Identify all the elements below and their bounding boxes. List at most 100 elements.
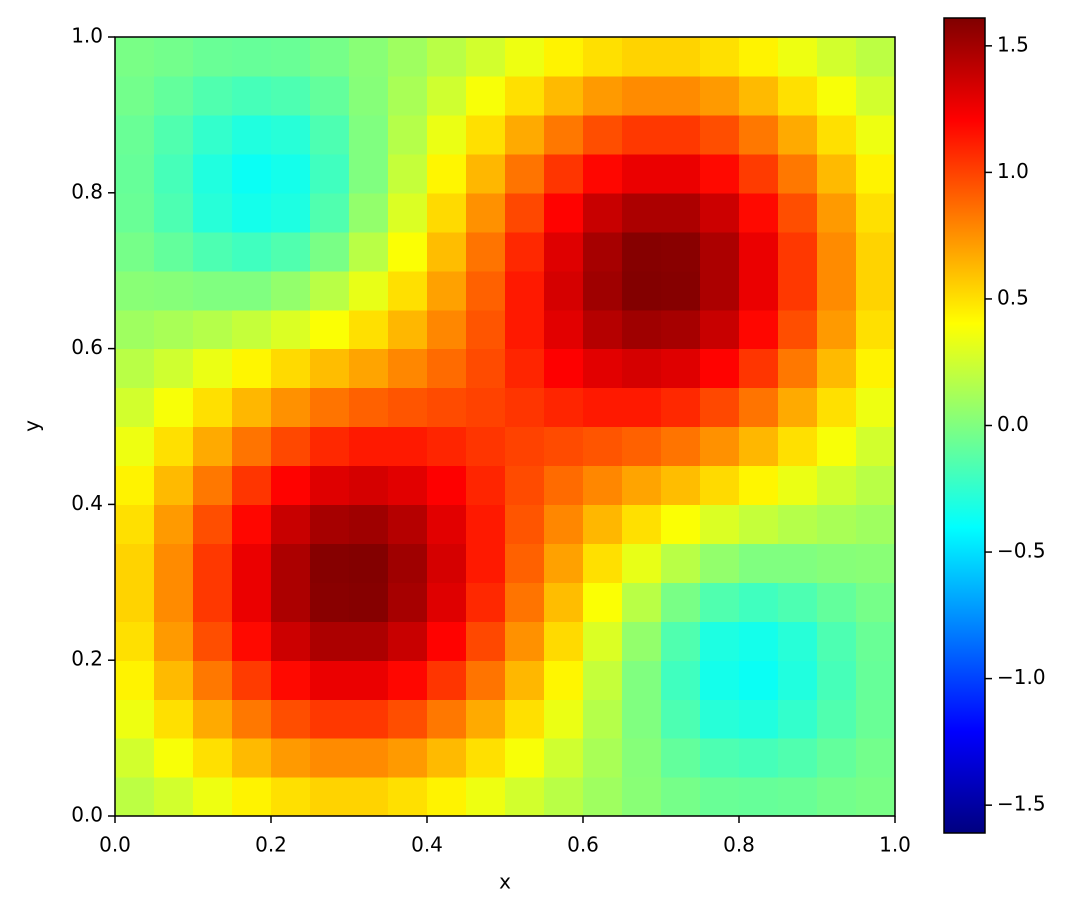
- heatmap-cell: [427, 543, 467, 583]
- heatmap-cell: [310, 153, 350, 194]
- heatmap-cell: [154, 231, 194, 272]
- heatmap-cell: [310, 75, 350, 116]
- heatmap-cell: [739, 426, 779, 467]
- heatmap-cell: [622, 387, 662, 428]
- heatmap-cell: [310, 270, 350, 311]
- heatmap-cell: [466, 543, 506, 583]
- heatmap-cell: [544, 777, 584, 817]
- heatmap-cell: [466, 465, 506, 505]
- heatmap-cell: [388, 777, 428, 817]
- heatmap-cell: [661, 192, 701, 233]
- heatmap-cell: [856, 738, 896, 778]
- heatmap-cell: [778, 777, 818, 817]
- heatmap-cell: [388, 348, 428, 389]
- heatmap-cell: [193, 777, 233, 817]
- heatmap-cell: [271, 582, 311, 622]
- heatmap-cell: [193, 192, 233, 233]
- heatmap-cell: [856, 465, 896, 505]
- heatmap-cell: [466, 777, 506, 817]
- heatmap-cell: [583, 114, 623, 155]
- heatmap-cell: [310, 37, 350, 77]
- heatmap-cell: [310, 504, 350, 544]
- heatmap-cell: [193, 270, 233, 311]
- heatmap: [115, 37, 896, 817]
- heatmap-cell: [349, 699, 389, 739]
- heatmap-cell: [193, 582, 233, 622]
- heatmap-cell: [700, 426, 740, 467]
- heatmap-cell: [778, 465, 818, 505]
- heatmap-cell: [544, 309, 584, 350]
- heatmap-cell: [271, 309, 311, 350]
- heatmap-cell: [505, 738, 545, 778]
- heatmap-cell: [661, 348, 701, 389]
- heatmap-cell: [232, 75, 272, 116]
- heatmap-cell: [739, 153, 779, 194]
- heatmap-cell: [778, 153, 818, 194]
- heatmap-cell: [193, 231, 233, 272]
- heatmap-cell: [115, 192, 155, 233]
- heatmap-cell: [115, 37, 155, 77]
- heatmap-cell: [349, 231, 389, 272]
- heatmap-cell: [310, 426, 350, 467]
- heatmap-cell: [193, 543, 233, 583]
- heatmap-cell: [583, 543, 623, 583]
- heatmap-cell: [154, 75, 194, 116]
- heatmap-cell: [583, 75, 623, 116]
- heatmap-cell: [154, 37, 194, 77]
- heatmap-cell: [349, 387, 389, 428]
- heatmap-cell: [856, 426, 896, 467]
- heatmap-cell: [817, 231, 857, 272]
- heatmap-cell: [271, 270, 311, 311]
- heatmap-cell: [661, 660, 701, 700]
- heatmap-cell: [310, 777, 350, 817]
- heatmap-cell: [700, 348, 740, 389]
- heatmap-cell: [154, 699, 194, 739]
- heatmap-cell: [466, 309, 506, 350]
- heatmap-cell: [349, 777, 389, 817]
- heatmap-cell: [388, 153, 428, 194]
- heatmap-cell: [232, 309, 272, 350]
- heatmap-cell: [583, 582, 623, 622]
- heatmap-cell: [817, 192, 857, 233]
- heatmap-cell: [349, 270, 389, 311]
- heatmap-cell: [427, 660, 467, 700]
- heatmap-cell: [232, 114, 272, 155]
- heatmap-cell: [700, 192, 740, 233]
- heatmap-cell: [115, 153, 155, 194]
- heatmap-cell: [661, 231, 701, 272]
- heatmap-cell: [739, 348, 779, 389]
- heatmap-cell: [583, 270, 623, 311]
- heatmap-cell: [193, 504, 233, 544]
- heatmap-cell: [856, 582, 896, 622]
- heatmap-cell: [661, 699, 701, 739]
- heatmap-cell: [622, 192, 662, 233]
- heatmap-cell: [739, 37, 779, 77]
- heatmap-cell: [115, 504, 155, 544]
- heatmap-cell: [115, 270, 155, 311]
- heatmap-cell: [388, 504, 428, 544]
- heatmap-cell: [739, 270, 779, 311]
- heatmap-cell: [817, 75, 857, 116]
- heatmap-cell: [232, 426, 272, 467]
- heatmap-cell: [271, 348, 311, 389]
- heatmap-cell: [193, 153, 233, 194]
- heatmap-cell: [778, 37, 818, 77]
- heatmap-cell: [583, 504, 623, 544]
- heatmap-cell: [154, 309, 194, 350]
- heatmap-cell: [739, 699, 779, 739]
- heatmap-cell: [778, 309, 818, 350]
- heatmap-cell: [817, 37, 857, 77]
- heatmap-cell: [544, 699, 584, 739]
- heatmap-cell: [817, 387, 857, 428]
- heatmap-cell: [739, 231, 779, 272]
- heatmap-cell: [154, 543, 194, 583]
- heatmap-cell: [544, 348, 584, 389]
- heatmap-cell: [817, 465, 857, 505]
- heatmap-cell: [349, 153, 389, 194]
- heatmap-cell: [349, 426, 389, 467]
- heatmap-cell: [466, 348, 506, 389]
- heatmap-cell: [778, 426, 818, 467]
- heatmap-cell: [505, 504, 545, 544]
- heatmap-cell: [583, 231, 623, 272]
- heatmap-cell: [310, 231, 350, 272]
